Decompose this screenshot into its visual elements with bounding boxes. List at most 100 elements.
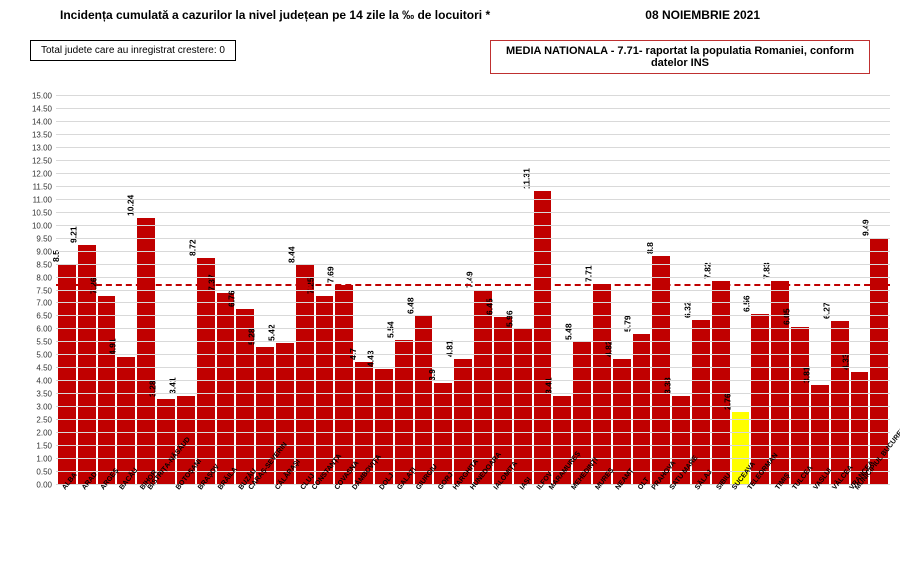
x-label-slot: MUNICIPIUL BUCUREȘTI bbox=[870, 485, 888, 555]
x-label-slot: BIHOR bbox=[137, 485, 155, 555]
x-label-slot: BUZĂU bbox=[236, 485, 254, 555]
bar: 8.72 bbox=[197, 258, 215, 484]
chart-area: 8.59.217.264.9110.243.283.418.727.376.76… bbox=[28, 95, 894, 555]
gridline: 6.00 bbox=[56, 328, 890, 329]
bar: 4.91 bbox=[117, 357, 135, 484]
gridline: 5.50 bbox=[56, 341, 890, 342]
x-label-slot: MARAMUREȘ bbox=[553, 485, 571, 555]
gridline: 10.50 bbox=[56, 212, 890, 213]
y-tick-label: 2.00 bbox=[36, 429, 52, 438]
gridline: 10.00 bbox=[56, 225, 890, 226]
y-tick-label: 11.00 bbox=[33, 195, 52, 204]
y-tick-label: 13.50 bbox=[32, 130, 52, 139]
y-tick-label: 14.50 bbox=[32, 104, 52, 113]
bar: 5.79 bbox=[633, 334, 651, 484]
x-label-slot: SĂLAJ bbox=[692, 485, 710, 555]
gridline: 11.50 bbox=[56, 186, 890, 187]
bar-value-label: 9.21 bbox=[68, 227, 78, 244]
bar-value-label: 4.43 bbox=[366, 351, 376, 368]
gridline: 7.50 bbox=[56, 290, 890, 291]
x-label-slot: GORJ bbox=[434, 485, 452, 555]
gridline: 9.50 bbox=[56, 238, 890, 239]
bar-value-label: 6.27 bbox=[821, 303, 831, 320]
bar: 4.82 bbox=[613, 359, 631, 484]
x-label-slot: GALAȚI bbox=[395, 485, 413, 555]
gridline: 14.50 bbox=[56, 108, 890, 109]
x-label-slot: HUNEDOARA bbox=[474, 485, 492, 555]
gridline: 13.50 bbox=[56, 134, 890, 135]
bar-value-label: 6.45 bbox=[485, 298, 495, 315]
gridline: 12.50 bbox=[56, 160, 890, 161]
bar-value-label: 6.05 bbox=[782, 309, 792, 326]
y-tick-label: 2.50 bbox=[36, 416, 52, 425]
chart-plot: 8.59.217.264.9110.243.283.418.727.376.76… bbox=[56, 95, 890, 485]
y-tick-label: 6.00 bbox=[36, 325, 52, 334]
bar: 5.54 bbox=[395, 340, 413, 484]
x-label-slot: ARAD bbox=[78, 485, 96, 555]
bar-value-label: 6.76 bbox=[227, 290, 237, 307]
x-label-slot: GIURGIU bbox=[415, 485, 433, 555]
bar: 5.42 bbox=[276, 343, 294, 484]
y-tick-label: 14.00 bbox=[32, 117, 52, 126]
bar: 7.82 bbox=[712, 281, 730, 484]
x-label-slot: TULCEA bbox=[791, 485, 809, 555]
bar: 4.43 bbox=[375, 369, 393, 484]
x-label-slot: VÂLCEA bbox=[831, 485, 849, 555]
bar-value-label: 2.76 bbox=[722, 394, 732, 411]
y-tick-label: 13.00 bbox=[32, 143, 52, 152]
y-tick-label: 10.00 bbox=[32, 221, 52, 230]
x-label-slot: COVASNA bbox=[335, 485, 353, 555]
bar: 8.5 bbox=[58, 264, 76, 484]
gridline: 12.00 bbox=[56, 173, 890, 174]
x-label-slot: CLUJ bbox=[296, 485, 314, 555]
gridline: 2.50 bbox=[56, 419, 890, 420]
x-label-slot: SUCEAVA bbox=[732, 485, 750, 555]
bar-value-label: 7.69 bbox=[326, 266, 336, 283]
gridline: 5.00 bbox=[56, 354, 890, 355]
bar: 7.37 bbox=[217, 293, 235, 484]
bar: 6.27 bbox=[831, 321, 849, 484]
y-tick-label: 11.50 bbox=[33, 182, 52, 191]
y-tick-label: 0.00 bbox=[36, 481, 52, 490]
x-label-slot: IALOMIȚA bbox=[494, 485, 512, 555]
x-label-slot: MUREȘ bbox=[593, 485, 611, 555]
y-tick-label: 4.00 bbox=[36, 377, 52, 386]
gridline: 3.00 bbox=[56, 406, 890, 407]
gridline: 11.00 bbox=[56, 199, 890, 200]
x-label-slot: BOTOȘANI bbox=[177, 485, 195, 555]
bar-value-label: 6.48 bbox=[405, 297, 415, 314]
y-tick-label: 9.00 bbox=[36, 247, 52, 256]
y-tick-label: 7.50 bbox=[36, 286, 52, 295]
y-tick-label: 12.00 bbox=[32, 169, 52, 178]
x-label-slot: HARGHITA bbox=[454, 485, 472, 555]
gridline: 8.00 bbox=[56, 277, 890, 278]
x-label-slot: BRAȘOV bbox=[197, 485, 215, 555]
y-tick-label: 8.00 bbox=[36, 273, 52, 282]
bar-value-label: 8.8 bbox=[645, 242, 655, 254]
x-axis-labels: ALBAARADARGEȘBACĂUBIHORBISTRIȚA-NĂSĂUDBO… bbox=[56, 485, 890, 555]
gridline: 3.50 bbox=[56, 393, 890, 394]
x-label-slot: OLT bbox=[633, 485, 651, 555]
y-tick-label: 3.00 bbox=[36, 403, 52, 412]
y-tick-label: 1.00 bbox=[36, 455, 52, 464]
gridline: 7.00 bbox=[56, 302, 890, 303]
bar-value-label: 7.71 bbox=[584, 266, 594, 283]
gridline: 13.00 bbox=[56, 147, 890, 148]
x-label-slot: SIBIU bbox=[712, 485, 730, 555]
bar-value-label: 5.54 bbox=[385, 322, 395, 339]
gridline: 14.00 bbox=[56, 121, 890, 122]
y-tick-label: 9.50 bbox=[36, 234, 52, 243]
bar-value-label: 5.42 bbox=[267, 325, 277, 342]
bar-value-label: 3.9 bbox=[427, 369, 437, 381]
x-label-slot: ILFOV bbox=[534, 485, 552, 555]
x-label-slot: CĂLĂRAȘI bbox=[276, 485, 294, 555]
y-tick-label: 12.50 bbox=[32, 156, 52, 165]
bar-value-label: 5.48 bbox=[564, 323, 574, 340]
y-tick-label: 15.00 bbox=[32, 92, 52, 101]
x-label-slot: BISTRIȚA-NĂSĂUD bbox=[157, 485, 175, 555]
national-average-line bbox=[56, 284, 890, 286]
bar-value-label: 9.49 bbox=[861, 219, 871, 236]
gridline: 2.00 bbox=[56, 432, 890, 433]
gridline: 4.50 bbox=[56, 367, 890, 368]
x-label-slot: DOLJ bbox=[375, 485, 393, 555]
